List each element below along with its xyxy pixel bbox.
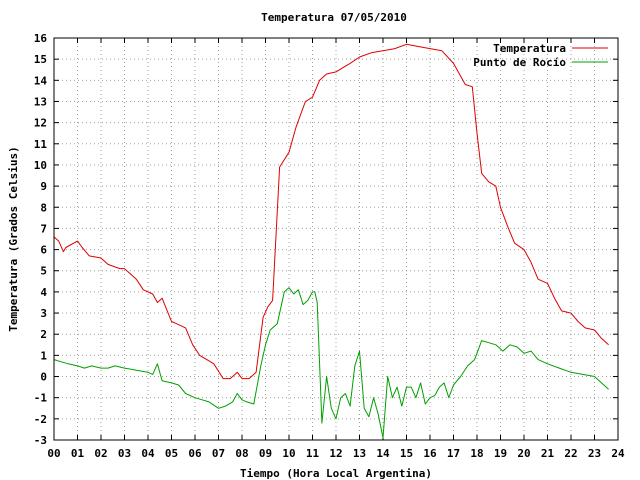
x-tick-label: 10 [282,447,295,460]
chart-title: Temperatura 07/05/2010 [261,11,407,24]
y-tick-label: 11 [34,138,48,151]
x-tick-label: 02 [94,447,107,460]
x-tick-label: 22 [564,447,577,460]
x-tick-label: 24 [611,447,625,460]
y-tick-label: 12 [34,117,47,130]
x-tick-label: 16 [423,447,437,460]
y-tick-label: 3 [40,307,47,320]
grid [54,38,618,440]
y-tick-label: 15 [34,53,47,66]
legend-label: Temperatura [493,42,566,55]
series-lines [53,43,609,439]
x-tick-label: 18 [470,447,483,460]
y-tick-label: -3 [34,434,47,447]
x-tick-label: 08 [235,447,248,460]
x-tick-label: 05 [165,447,178,460]
x-tick-label: 00 [47,447,60,460]
y-tick-label: 6 [40,244,47,257]
x-tick-label: 15 [400,447,413,460]
y-tick-label: 13 [34,95,47,108]
x-tick-label: 21 [541,447,555,460]
y-tick-label: 16 [34,32,48,45]
x-tick-label: 01 [71,447,85,460]
y-tick-label: 8 [40,201,47,214]
x-tick-label: 19 [494,447,507,460]
x-tick-label: 14 [376,447,390,460]
y-tick-label: 14 [34,74,48,87]
plot-frame [53,37,619,441]
y-tick-label: -1 [34,392,48,405]
x-tick-label: 20 [517,447,530,460]
y-tick-label: 7 [40,222,47,235]
x-tick-label: 04 [141,447,155,460]
x-tick-label: 17 [447,447,460,460]
axes: 00 01 02 03 04 05 06 07 08 09 10 11 12 13 14 15 16 17 18 19… [34,32,625,460]
x-axis-label: Tiempo (Hora Local Argentina) [240,467,432,480]
y-tick-label: 1 [40,349,47,362]
y-tick-label: 2 [40,328,47,341]
x-tick-label: 03 [118,447,131,460]
x-tick-label: 23 [588,447,601,460]
y-axis-label: Temperatura (Grados Celsius) [7,146,20,331]
y-tick-label: 0 [40,371,47,384]
legend-label: Punto de Rocío [473,56,566,69]
x-tick-label: 12 [329,447,342,460]
x-tick-label: 07 [212,447,225,460]
x-tick-label: 11 [306,447,320,460]
y-tick-label: 10 [34,159,47,172]
y-tick-label: -2 [34,413,47,426]
x-tick-label: 09 [259,447,272,460]
x-tick-label: 13 [353,447,366,460]
y-tick-label: 9 [40,180,47,193]
x-tick-label: 06 [188,447,202,460]
y-tick-label: 4 [40,286,47,299]
series-line [53,287,609,439]
y-tick-label: 5 [40,265,47,278]
series-line [53,43,609,380]
